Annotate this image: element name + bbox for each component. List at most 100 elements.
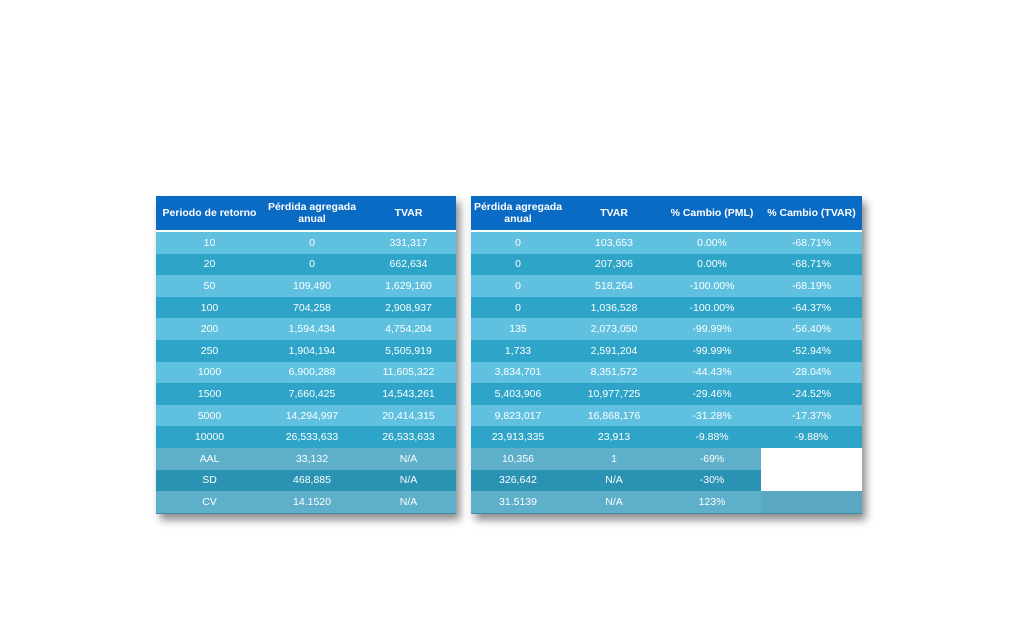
table-cell: 14,543,261: [361, 383, 456, 405]
table-cell: 20,414,315: [361, 404, 456, 427]
table-cell: 0.00%: [663, 231, 761, 254]
table-cell: 50: [156, 275, 263, 297]
table-cell: 1,594,434: [263, 318, 361, 340]
column-header-tvar: TVAR: [565, 196, 663, 232]
table-cell: 14,294,997: [263, 404, 361, 427]
table-cell: 704,258: [263, 296, 361, 319]
table-cell: 26,533,633: [263, 426, 361, 448]
table-cell: 23,913: [565, 426, 663, 448]
table-cell: 123%: [663, 491, 761, 514]
table-cell: 11,605,322: [361, 361, 456, 384]
column-header-periodo-de-retorno: Periodo de retorno: [156, 196, 263, 232]
table-cell: 6,900,288: [263, 361, 361, 384]
table-cell: 100: [156, 296, 263, 319]
table-cell: SD: [156, 469, 263, 492]
table-cell: 10,356: [471, 447, 565, 470]
table-cell: 3,834,701: [471, 361, 565, 384]
table-cell: -99.99%: [663, 339, 761, 362]
table-cell: 5,403,906: [471, 383, 565, 405]
table-cell: AAL: [156, 447, 263, 470]
table-cell: -28.04%: [761, 361, 862, 384]
table-cell: 2,591,204: [565, 339, 663, 362]
table-row: 1000 6,900,288 11,605,322: [156, 361, 456, 384]
table-cell: [761, 491, 862, 514]
table-row: 3,834,701 8,351,572 -44.43% -28.04%: [471, 361, 862, 384]
table-row: 1500 7,660,425 14,543,261: [156, 383, 456, 405]
table-cell: 9,823,017: [471, 404, 565, 427]
table-cell: 31.5139: [471, 491, 565, 514]
table-row: AAL 33,132 N/A: [156, 447, 456, 470]
table-cell: 10,977,725: [565, 383, 663, 405]
table-cell: N/A: [565, 491, 663, 514]
table-row: 10,356 1 -69%: [471, 447, 862, 470]
table-cell: [761, 447, 862, 470]
table-row: 5,403,906 10,977,725 -29.46% -24.52%: [471, 383, 862, 405]
table-cell: 0: [471, 275, 565, 297]
column-header-perdida-agregada-anual: Pérdida agregada anual: [263, 196, 361, 232]
table-cell: -17.37%: [761, 404, 862, 427]
table-row: 10 0 331,317: [156, 231, 456, 254]
table-cell: -31.28%: [663, 404, 761, 427]
table-cell: -100.00%: [663, 275, 761, 297]
column-header-tvar: TVAR: [361, 196, 456, 232]
table-row: 135 2,073,050 -99.99% -56.40%: [471, 318, 862, 340]
table-cell: -68.19%: [761, 275, 862, 297]
table-cell: 135: [471, 318, 565, 340]
table-row: 10000 26,533,633 26,533,633: [156, 426, 456, 448]
table-row: CV 14.1520 N/A: [156, 491, 456, 514]
table-cell: 23,913,335: [471, 426, 565, 448]
table-cell: 16,868,176: [565, 404, 663, 427]
table-cell: 207,306: [565, 253, 663, 276]
table-cell: -52.94%: [761, 339, 862, 362]
table-cell: -30%: [663, 469, 761, 492]
table-cell: 10: [156, 231, 263, 254]
table-cell: 250: [156, 339, 263, 362]
table-row: 50 109,490 1,629,160: [156, 275, 456, 297]
table-cell: 0: [471, 231, 565, 254]
table-row: 0 207,306 0.00% -68.71%: [471, 253, 862, 276]
table-cell: -9.88%: [761, 426, 862, 448]
table-cell: -99.99%: [663, 318, 761, 340]
table-cell: 20: [156, 253, 263, 276]
table-cell: -69%: [663, 447, 761, 470]
table-row: 326,642 N/A -30%: [471, 469, 862, 492]
table-cell: N/A: [361, 447, 456, 470]
table-cell: 0: [263, 253, 361, 276]
table-cell: 0.00%: [663, 253, 761, 276]
table-cell: 1,629,160: [361, 275, 456, 297]
table-cell: -100.00%: [663, 296, 761, 319]
table-row: 23,913,335 23,913 -9.88% -9.88%: [471, 426, 862, 448]
table-cell: 518,264: [565, 275, 663, 297]
table-cell: 662,634: [361, 253, 456, 276]
table-header-row: Pérdida agregada anual TVAR% Cambio (PML)…: [471, 196, 862, 232]
table-cell: -44.43%: [663, 361, 761, 384]
table-row: 200 1,594,434 4,754,204: [156, 318, 456, 340]
table-cell: 2,073,050: [565, 318, 663, 340]
table-cell: 2,908,937: [361, 296, 456, 319]
table-cell: 7,660,425: [263, 383, 361, 405]
table-row: 1,733 2,591,204 -99.99% -52.94%: [471, 339, 862, 362]
table-cell: 33,132: [263, 447, 361, 470]
table-cell: -9.88%: [663, 426, 761, 448]
table-cell: 4,754,204: [361, 318, 456, 340]
table-row: 31.5139 N/A 123%: [471, 491, 862, 514]
column-header-cambio-tvar: % Cambio (TVAR): [761, 196, 862, 232]
table-cell: 1,036,528: [565, 296, 663, 319]
table-cell: -29.46%: [663, 383, 761, 405]
table-row: 0 103,653 0.00% -68.71%: [471, 231, 862, 254]
table-cell: N/A: [361, 491, 456, 514]
table-cell: 1,904,194: [263, 339, 361, 362]
table-cell: 0: [263, 231, 361, 254]
table-row: 250 1,904,194 5,505,919: [156, 339, 456, 362]
table-cell: -68.71%: [761, 231, 862, 254]
table-cell: 103,653: [565, 231, 663, 254]
table-cell: CV: [156, 491, 263, 514]
table-cell: 1,733: [471, 339, 565, 362]
table-cell: 5,505,919: [361, 339, 456, 362]
table-cell: 326,642: [471, 469, 565, 492]
table-cell: 331,317: [361, 231, 456, 254]
table-cell: [761, 469, 862, 492]
table-cell: 10000: [156, 426, 263, 448]
table-cell: 5000: [156, 404, 263, 427]
table-cell: 200: [156, 318, 263, 340]
